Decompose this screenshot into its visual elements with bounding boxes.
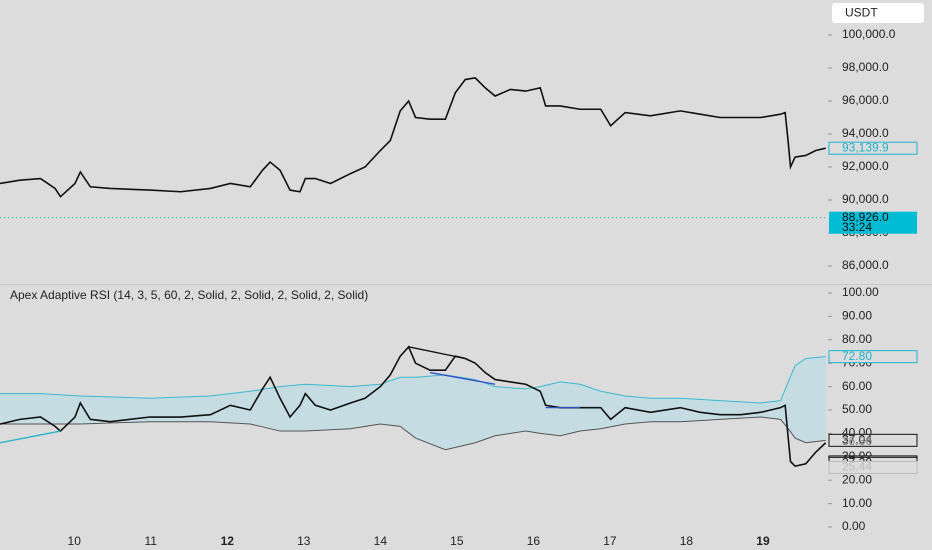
marker-label: 72.80 <box>842 349 872 363</box>
divergence-line <box>0 430 61 444</box>
countdown-label: 33:24 <box>842 220 872 234</box>
indicator-title: Apex Adaptive RSI (14, 3, 5, 60, 2, Soli… <box>10 288 368 302</box>
y-tick-label: 60.00 <box>842 379 872 393</box>
band-fill <box>0 356 826 450</box>
series-line <box>0 77 826 198</box>
y-tick-label: 96,000.0 <box>842 93 889 107</box>
y-tick-label: 100.00 <box>842 285 879 299</box>
y-tick-label: 86,000.0 <box>842 258 889 272</box>
y-tick-label: 50.00 <box>842 402 872 416</box>
marker-box <box>828 460 918 474</box>
divergence-line <box>429 371 496 385</box>
marker-label: 36.36 <box>842 434 872 448</box>
y-tick-label: 80.00 <box>842 332 872 346</box>
y-tick-label: 0.00 <box>842 519 866 533</box>
x-tick-label: 16 <box>527 534 541 548</box>
y-tick-label: 100,000.0 <box>842 27 896 41</box>
series-line <box>0 356 826 404</box>
x-tick-label: 15 <box>450 534 464 548</box>
y-tick-label: 90,000.0 <box>842 192 889 206</box>
marker-box <box>828 350 918 364</box>
marker-label: 88,926.0 <box>842 210 889 224</box>
y-tick-label: 92,000.0 <box>842 159 889 173</box>
y-tick-label: 90.00 <box>842 309 872 323</box>
quote-currency[interactable]: USDT <box>845 6 878 20</box>
x-tick-label: 12 <box>221 534 235 548</box>
quote-button[interactable] <box>832 3 924 23</box>
marker-box <box>829 211 917 234</box>
series-line <box>0 345 827 468</box>
x-tick-label: 11 <box>145 534 158 548</box>
x-tick-label: 14 <box>374 534 388 548</box>
divergence-line <box>408 346 466 360</box>
x-tick-label: 19 <box>756 534 770 548</box>
x-tick-label: 18 <box>680 534 694 548</box>
marker-box <box>828 141 918 155</box>
x-tick-label: 13 <box>297 534 311 548</box>
marker-label: 37.04 <box>842 432 872 446</box>
y-tick-label: 94,000.0 <box>842 126 889 140</box>
marker-label: 25.44 <box>842 460 872 474</box>
marker-label: 93,139.9 <box>842 140 889 154</box>
y-tick-label: 20.00 <box>842 472 872 486</box>
y-tick-label: 10.00 <box>842 496 872 510</box>
x-tick-label: 10 <box>68 534 82 548</box>
series-line <box>0 416 826 451</box>
y-tick-label: 98,000.0 <box>842 60 889 74</box>
marker-box <box>828 433 918 447</box>
x-tick-label: 17 <box>603 534 617 548</box>
